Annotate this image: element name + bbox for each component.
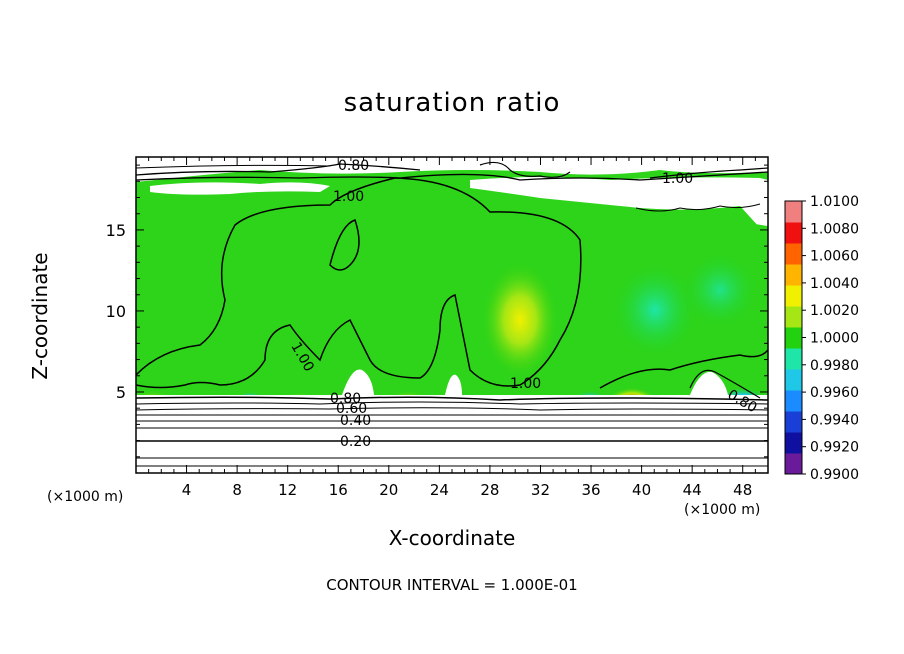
x-tick-label: 40 xyxy=(632,481,651,499)
colorbar-tick-label: 1.0020 xyxy=(810,303,859,319)
y-axis-ticks: 5 10 15 xyxy=(106,164,768,458)
x-tick-label: 4 xyxy=(182,481,192,499)
x-tick-label: 8 xyxy=(232,481,242,499)
colorbar-tick-label: 1.0040 xyxy=(810,276,859,292)
colorbar-tick-label: 0.9960 xyxy=(810,385,859,401)
colorbar-swatch xyxy=(785,222,802,244)
contour-lines xyxy=(136,161,768,467)
colorbar-swatch xyxy=(785,453,802,475)
x-axis-ticks: 4 8 12 16 20 24 28 32 36 40 44 48 xyxy=(148,157,756,499)
colorbar-swatch xyxy=(785,348,802,370)
y-tick-label: 5 xyxy=(116,383,126,402)
colorbar-swatch xyxy=(785,243,802,265)
x-tick-label: 28 xyxy=(480,481,499,499)
x-tick-label: 20 xyxy=(379,481,398,499)
chart-title: saturation ratio xyxy=(343,88,561,118)
x-axis-unit-left: (×1000 m) xyxy=(47,489,124,505)
contour-label: 0.60 xyxy=(336,401,367,417)
colorbar-swatch xyxy=(785,201,802,223)
contour-label: 0.40 xyxy=(340,413,371,429)
x-tick-label: 44 xyxy=(683,481,702,499)
colorbar: 1.0100 1.0080 1.0060 1.0040 1.0020 1.0000 0.99… xyxy=(784,194,859,483)
contour-label: 1.00 xyxy=(333,189,364,205)
contour-label: 1.00 xyxy=(510,376,541,392)
colorbar-tick-label: 1.0080 xyxy=(810,221,859,237)
colorbar-swatch xyxy=(785,327,802,349)
contour-label: 0.80 xyxy=(338,158,369,174)
x-tick-label: 24 xyxy=(430,481,449,499)
contour-label: 0.80 xyxy=(330,391,361,407)
colorbar-tick-label: 1.0100 xyxy=(810,194,859,210)
x-tick-label: 36 xyxy=(581,481,600,499)
saturation-field xyxy=(136,157,768,473)
colorbar-swatch xyxy=(785,369,802,391)
colorbar-swatch xyxy=(785,264,802,286)
colorbar-tick-label: 0.9940 xyxy=(810,412,859,428)
colorbar-swatch xyxy=(785,432,802,454)
x-tick-label: 48 xyxy=(733,481,752,499)
x-axis-label: X-coordinate xyxy=(388,526,516,550)
colorbar-tick-label: 0.9980 xyxy=(810,358,859,374)
colorbar-swatch xyxy=(785,306,802,328)
x-tick-label: 16 xyxy=(329,481,348,499)
colorbar-tick-label: 0.9900 xyxy=(810,467,859,483)
colorbar-tick-label: 1.0000 xyxy=(810,331,859,347)
x-tick-label: 32 xyxy=(531,481,550,499)
colorbar-tick-label: 1.0060 xyxy=(810,249,859,265)
contour-interval-note: CONTOUR INTERVAL = 1.000E-01 xyxy=(326,576,578,594)
contour-label: 0.20 xyxy=(340,434,371,450)
x-tick-label: 12 xyxy=(278,481,297,499)
colorbar-swatch xyxy=(785,285,802,307)
y-tick-label: 10 xyxy=(106,302,126,321)
colorbar-swatch xyxy=(785,411,802,433)
colorbar-swatch xyxy=(785,390,802,412)
x-axis-unit-right: (×1000 m) xyxy=(684,502,761,518)
colorbar-tick-label: 0.9920 xyxy=(810,440,859,456)
contour-label: 1.00 xyxy=(662,171,693,187)
y-tick-label: 15 xyxy=(106,221,126,240)
